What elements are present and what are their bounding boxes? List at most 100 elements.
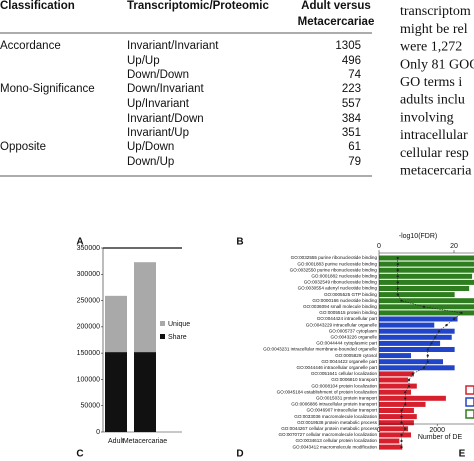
legend-label: Share <box>168 334 187 341</box>
fdr-point <box>396 256 399 260</box>
go-term: GO:0070727 cellular macromolecule locali… <box>278 432 377 437</box>
table-cell: 384 <box>342 113 362 125</box>
table-cell: 496 <box>342 55 361 67</box>
table-cell: Invariant/Up <box>127 127 189 139</box>
table-cell: 223 <box>342 83 361 95</box>
fdr-point <box>426 348 429 351</box>
body-line: metacercaria <box>400 164 472 179</box>
bar <box>379 328 455 334</box>
bar <box>134 352 156 432</box>
go-term: GO:0044446 intracellular organelle part <box>297 365 378 370</box>
go-term: GO:0043231 intracellular membrane-bounde… <box>263 347 377 352</box>
fdr-point <box>396 281 399 284</box>
legend-swatch <box>465 397 474 407</box>
table-cell: 351 <box>342 127 361 139</box>
go-term: GO:0046907 intracellular transport <box>307 408 378 413</box>
bar <box>379 365 455 371</box>
legend-swatch <box>160 321 165 326</box>
go-term: GO:0051641 cellular localization <box>311 371 378 376</box>
go-term: GO:0044267 cellular protein metabolic pr… <box>281 426 377 431</box>
fdr-point <box>404 391 407 394</box>
go-term: GO:0036094 small molecule binding <box>303 304 377 309</box>
table-cell: Down/Invariant <box>127 83 205 95</box>
go-term: GO:0005829 cytosol <box>335 353 377 358</box>
go-term: GO:0005515 protein binding <box>319 310 377 315</box>
bar <box>379 444 403 450</box>
body-line: might be rel <box>400 22 468 37</box>
table-cell: Up/Down <box>127 141 174 153</box>
table-header: Metacercariae <box>298 16 375 28</box>
bar <box>379 389 411 395</box>
table-cell: 61 <box>348 141 361 153</box>
table-cell: Invariant/Down <box>127 113 204 125</box>
bar <box>379 286 470 291</box>
legend-swatch <box>465 409 474 419</box>
fdr-point <box>437 330 441 333</box>
go-term: GO:0006810 transport <box>331 377 377 382</box>
legend-swatch <box>160 334 165 339</box>
fdr-point <box>396 275 399 278</box>
x-tick-label: 2000 <box>429 427 445 434</box>
bar <box>379 255 474 261</box>
bar <box>379 267 474 273</box>
axis-title: -log10(FDR) <box>399 233 438 240</box>
go-term: GO:0043412 macromolecule modification <box>292 444 377 449</box>
fdr-point <box>400 439 403 443</box>
go-term: GO:0008104 protein localization <box>311 383 377 388</box>
x2-tick-label: 0 <box>377 243 381 250</box>
bar <box>379 261 474 267</box>
y-tick-label: 200000 <box>77 324 100 331</box>
bar <box>134 262 156 353</box>
go-term: GO:0032550 purine ribonucleoside binding <box>290 267 378 272</box>
fdr-point <box>452 317 456 321</box>
bar <box>379 292 455 298</box>
fdr-point <box>445 324 448 327</box>
body-line: cellular resp <box>400 146 469 161</box>
bar <box>379 316 458 322</box>
fdr-point <box>422 305 426 308</box>
table-cell: 79 <box>348 156 361 168</box>
panel-label: D <box>236 449 243 460</box>
fdr-point <box>396 269 399 272</box>
panel-label: B <box>236 237 243 248</box>
table-cell: Up/Invariant <box>127 98 190 110</box>
table-cell: 557 <box>342 98 361 110</box>
fdr-point <box>400 433 403 436</box>
go-term: GO:0043229 intracellular organelle <box>306 322 378 327</box>
body-line: were 1,272 <box>400 40 462 55</box>
go-term: GO:0030554 adenyl nucleotide binding <box>298 286 378 291</box>
go-term: GO:0019538 protein metabolic process <box>297 420 378 425</box>
bar <box>379 432 411 438</box>
fdr-point <box>400 409 403 412</box>
fdr-point <box>396 263 399 266</box>
bar <box>379 395 446 401</box>
table-header: Classification <box>0 0 75 12</box>
fdr-point <box>411 372 414 375</box>
bar <box>379 353 411 359</box>
fdr-point <box>396 287 399 290</box>
panel-label: A <box>76 237 83 248</box>
bar <box>379 322 435 328</box>
go-term: GO:0033036 macromolecule localization <box>294 414 377 419</box>
panel-label: E <box>459 449 466 460</box>
bar <box>379 347 455 352</box>
axis-title: Number of DE <box>418 434 463 441</box>
y-tick-label: 300000 <box>77 271 100 278</box>
fdr-point <box>407 385 411 388</box>
go-term: GO:0045184 establishment of protein loca… <box>277 389 378 394</box>
fdr-point <box>396 293 399 296</box>
go-term: GO:0005737 cytoplasm <box>329 328 377 333</box>
bar <box>379 426 409 432</box>
bar <box>379 383 417 389</box>
go-term: GO:0032549 ribonucleoside binding <box>304 280 378 285</box>
body-line: involving <box>400 110 454 125</box>
fdr-point <box>404 427 407 430</box>
go-term: GO:0001882 nucleoside binding <box>311 274 377 279</box>
x-tick-label: Metacercariae <box>123 438 167 445</box>
go-term: GO:0034613 cellular protein localization <box>296 438 378 443</box>
fdr-point <box>400 421 403 424</box>
go-term: GO:0044422 organelle part <box>321 359 377 364</box>
table-cell: Accordance <box>0 40 61 52</box>
table-cell: Invariant/Invariant <box>127 40 219 52</box>
bar <box>105 295 127 353</box>
